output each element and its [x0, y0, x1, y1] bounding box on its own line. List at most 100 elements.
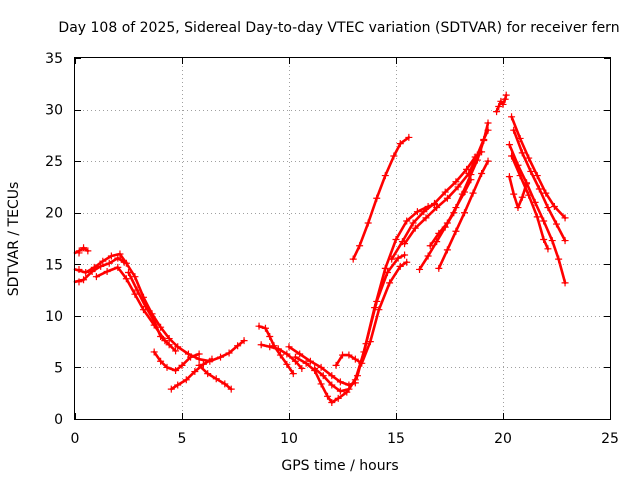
data-point	[328, 398, 336, 406]
x-tick-label: 10	[280, 431, 298, 447]
data-point	[82, 269, 90, 277]
data-point	[518, 149, 526, 157]
data-point	[195, 350, 203, 358]
data-point	[131, 273, 139, 281]
data-point	[125, 269, 132, 277]
x-tick-label: 5	[178, 431, 187, 447]
x-axis-label: GPS time / hours	[281, 458, 398, 474]
series-pass-22	[508, 113, 569, 222]
data-point	[157, 323, 165, 331]
data-point	[518, 193, 526, 201]
y-tick-label: 10	[45, 309, 63, 325]
data-point	[114, 263, 122, 271]
data-point	[508, 152, 516, 160]
data-point	[131, 290, 139, 298]
data-point	[535, 185, 543, 193]
data-point	[473, 156, 481, 164]
data-point	[396, 140, 404, 148]
data-point	[435, 229, 443, 237]
y-tick-label: 30	[45, 103, 63, 119]
data-point	[174, 343, 182, 351]
data-point	[484, 119, 492, 127]
data-point	[553, 220, 560, 228]
series-pass-02	[73, 254, 128, 286]
data-point	[441, 188, 449, 196]
data-point	[319, 372, 327, 380]
data-point	[463, 165, 471, 173]
data-point	[484, 157, 492, 165]
series-pass-08	[195, 361, 235, 393]
data-point	[133, 286, 141, 294]
data-point	[514, 204, 522, 212]
series-pass-15	[349, 133, 413, 263]
data-point	[80, 276, 88, 284]
series-line	[73, 252, 246, 363]
data-point	[443, 194, 451, 202]
data-point	[525, 191, 533, 199]
data-point	[107, 252, 115, 260]
data-point	[452, 204, 460, 212]
data-point	[555, 255, 563, 263]
data-point	[358, 359, 366, 367]
data-point	[388, 255, 396, 263]
series-line	[73, 246, 90, 255]
data-point	[353, 372, 361, 380]
series-pass-05	[125, 269, 173, 349]
data-point	[411, 224, 419, 232]
series-pass-23	[510, 126, 569, 245]
data-point	[469, 189, 477, 197]
series-pass-17	[401, 126, 492, 248]
data-point	[204, 370, 212, 378]
data-point	[289, 370, 297, 378]
series-pass-19	[435, 157, 492, 272]
data-point	[274, 345, 282, 353]
data-point	[167, 385, 175, 393]
data-point	[392, 236, 400, 244]
data-point	[460, 209, 468, 217]
data-point	[508, 113, 516, 121]
data-point	[409, 219, 417, 227]
x-tick-label: 20	[494, 431, 512, 447]
series-line	[390, 150, 483, 261]
y-tick-label: 35	[45, 51, 63, 67]
data-point	[157, 332, 165, 340]
data-point	[510, 190, 518, 198]
data-point	[366, 338, 374, 346]
data-point	[431, 199, 439, 207]
data-point	[334, 394, 342, 402]
data-point	[502, 91, 510, 99]
data-point	[105, 259, 113, 267]
data-point	[533, 172, 541, 180]
data-point	[383, 269, 391, 277]
series-pass-20	[426, 176, 475, 250]
series-pass-09	[255, 322, 297, 378]
y-tick-label: 20	[45, 206, 63, 222]
data-point	[493, 108, 501, 116]
data-point	[499, 100, 507, 108]
data-point	[165, 341, 173, 349]
data-point	[150, 348, 158, 356]
series-line	[170, 357, 214, 391]
data-point	[142, 303, 150, 311]
data-point	[533, 213, 541, 221]
data-point	[433, 204, 441, 212]
data-point	[212, 375, 220, 383]
data-point	[227, 385, 235, 393]
data-point	[75, 278, 83, 286]
data-point	[394, 254, 402, 262]
data-point	[452, 178, 460, 186]
data-point	[405, 133, 413, 141]
data-point	[422, 214, 430, 222]
data-point	[375, 306, 383, 314]
data-point	[510, 126, 518, 134]
data-point	[80, 244, 88, 252]
data-point	[296, 350, 304, 358]
y-tick-label: 15	[45, 257, 63, 273]
data-point	[195, 361, 203, 369]
series-pass-21	[493, 91, 510, 116]
y-axis-label: SDTVAR / TECUs	[6, 182, 22, 297]
data-point	[467, 176, 475, 184]
data-point	[324, 392, 332, 400]
chart-title: Day 108 of 2025, Sidereal Day-to-day VTE…	[58, 20, 619, 36]
data-point	[317, 363, 325, 371]
